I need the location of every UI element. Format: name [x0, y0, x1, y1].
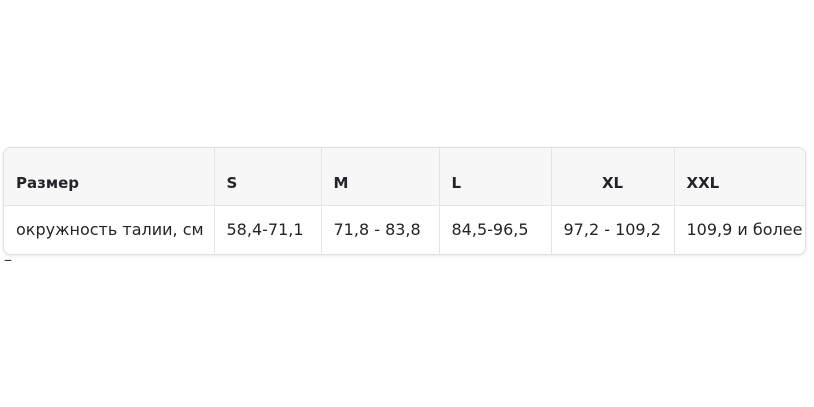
- header-cell-xxl: XXL: [673, 148, 805, 206]
- value-cell-xl: 97,2 - 109,2: [550, 205, 674, 254]
- header-cell-xl: XL: [550, 148, 674, 206]
- footnote-dash-text: –: [4, 250, 12, 269]
- header-cell-size: Размер: [4, 148, 214, 206]
- header-cell-m: M: [320, 148, 439, 206]
- size-table: Размер S M L XL XXL окружность талии, см…: [4, 148, 805, 254]
- size-table-data-row: окружность талии, см 58,4-71,1 71,8 - 83…: [4, 205, 805, 254]
- size-table-head: Размер S M L XL XXL: [4, 148, 805, 206]
- value-cell-m: 71,8 - 83,8: [320, 205, 439, 254]
- value-cell-l: 84,5-96,5: [438, 205, 551, 254]
- size-table-card: Размер S M L XL XXL окружность талии, см…: [3, 147, 806, 255]
- size-table-body: окружность талии, см 58,4-71,1 71,8 - 83…: [4, 205, 805, 254]
- size-table-header-row: Размер S M L XL XXL: [4, 148, 805, 206]
- value-cell-xxl: 109,9 и более: [673, 205, 805, 254]
- header-cell-s: S: [213, 148, 321, 206]
- header-cell-l: L: [438, 148, 551, 206]
- row-label-waist-circumference: окружность талии, см: [4, 205, 214, 254]
- value-cell-s: 58,4-71,1: [213, 205, 321, 254]
